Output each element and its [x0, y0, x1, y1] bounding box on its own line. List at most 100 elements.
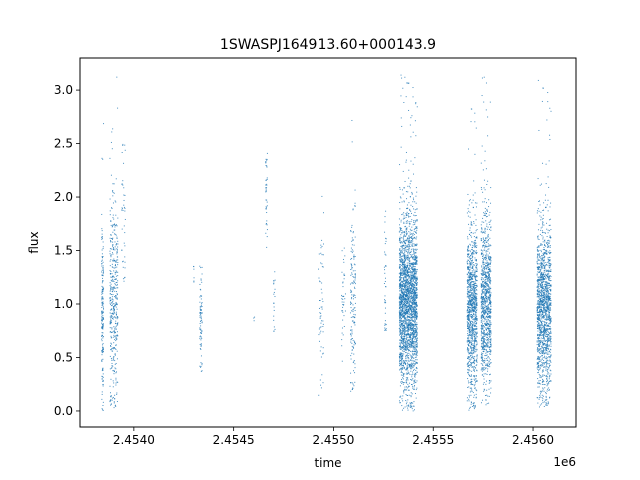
data-point	[466, 274, 468, 275]
data-point	[403, 302, 405, 304]
data-point	[400, 279, 402, 281]
data-point	[471, 249, 473, 251]
data-point	[470, 244, 472, 246]
data-point	[411, 363, 413, 365]
data-point	[399, 264, 401, 265]
data-point	[399, 320, 401, 322]
data-point	[112, 244, 114, 246]
data-point	[123, 162, 125, 164]
data-point	[404, 313, 406, 315]
data-point	[113, 347, 115, 349]
data-point	[403, 299, 405, 301]
data-point	[110, 271, 112, 273]
data-point	[402, 328, 404, 330]
data-point	[116, 271, 118, 273]
data-point	[321, 239, 323, 241]
data-point	[471, 314, 473, 316]
data-point	[319, 300, 321, 302]
data-point	[199, 315, 201, 317]
data-point	[113, 316, 115, 318]
data-point	[474, 271, 476, 273]
data-point	[350, 382, 352, 384]
data-point	[408, 276, 410, 278]
data-point	[103, 307, 104, 309]
data-point	[414, 314, 416, 316]
data-point	[469, 300, 471, 302]
data-point	[472, 290, 474, 292]
data-point	[416, 329, 418, 331]
data-point	[414, 266, 416, 268]
data-point	[399, 334, 401, 336]
data-point	[415, 279, 417, 281]
data-point	[470, 343, 472, 345]
data-point	[409, 295, 411, 297]
data-point	[407, 282, 409, 284]
data-point	[403, 276, 405, 278]
data-point	[405, 292, 407, 294]
data-point	[474, 239, 476, 241]
data-point	[480, 315, 482, 317]
data-point	[476, 359, 478, 361]
data-point	[412, 263, 414, 265]
data-point	[414, 334, 416, 336]
data-point	[408, 307, 410, 309]
data-point	[399, 293, 401, 295]
data-point	[412, 257, 414, 259]
data-point	[473, 269, 475, 271]
data-point	[468, 273, 470, 275]
data-point	[400, 336, 402, 338]
data-point	[406, 316, 408, 318]
data-point	[416, 337, 418, 339]
data-point	[415, 306, 417, 308]
data-point	[110, 289, 112, 291]
data-point	[467, 322, 469, 324]
data-point	[402, 292, 404, 294]
data-point	[474, 348, 476, 350]
data-point	[415, 277, 417, 279]
data-point	[466, 321, 468, 323]
data-point	[111, 207, 113, 209]
data-point	[476, 270, 478, 272]
data-point	[407, 300, 409, 302]
data-point	[468, 335, 470, 337]
data-point	[489, 336, 491, 338]
data-point	[414, 211, 416, 213]
data-point	[406, 354, 408, 356]
data-point	[468, 364, 470, 366]
data-point	[111, 273, 113, 275]
data-point	[414, 313, 416, 315]
data-point	[399, 313, 401, 315]
data-point	[399, 312, 401, 314]
scatter-points	[101, 74, 552, 412]
data-point	[469, 322, 471, 324]
data-point	[112, 397, 114, 399]
data-point	[474, 311, 476, 313]
data-point	[102, 325, 104, 327]
data-point	[412, 285, 414, 287]
data-point	[115, 214, 117, 216]
data-point	[468, 367, 470, 369]
data-point	[352, 316, 354, 318]
data-point	[103, 271, 105, 273]
data-point	[474, 351, 476, 353]
data-point	[467, 236, 469, 238]
data-point	[406, 308, 408, 310]
data-point	[466, 312, 468, 314]
data-point	[470, 402, 472, 404]
data-point	[351, 331, 353, 333]
data-point	[265, 188, 267, 190]
data-point	[322, 352, 324, 354]
data-point	[414, 314, 416, 316]
data-point	[409, 246, 411, 248]
data-point	[122, 260, 124, 262]
data-point	[400, 250, 402, 252]
data-point	[102, 401, 104, 403]
data-point	[486, 336, 488, 338]
data-point	[409, 382, 411, 384]
data-point	[472, 328, 474, 330]
data-point	[472, 232, 474, 234]
data-point	[399, 272, 401, 274]
data-point	[320, 387, 322, 389]
data-point	[399, 188, 401, 190]
data-point	[415, 187, 417, 189]
